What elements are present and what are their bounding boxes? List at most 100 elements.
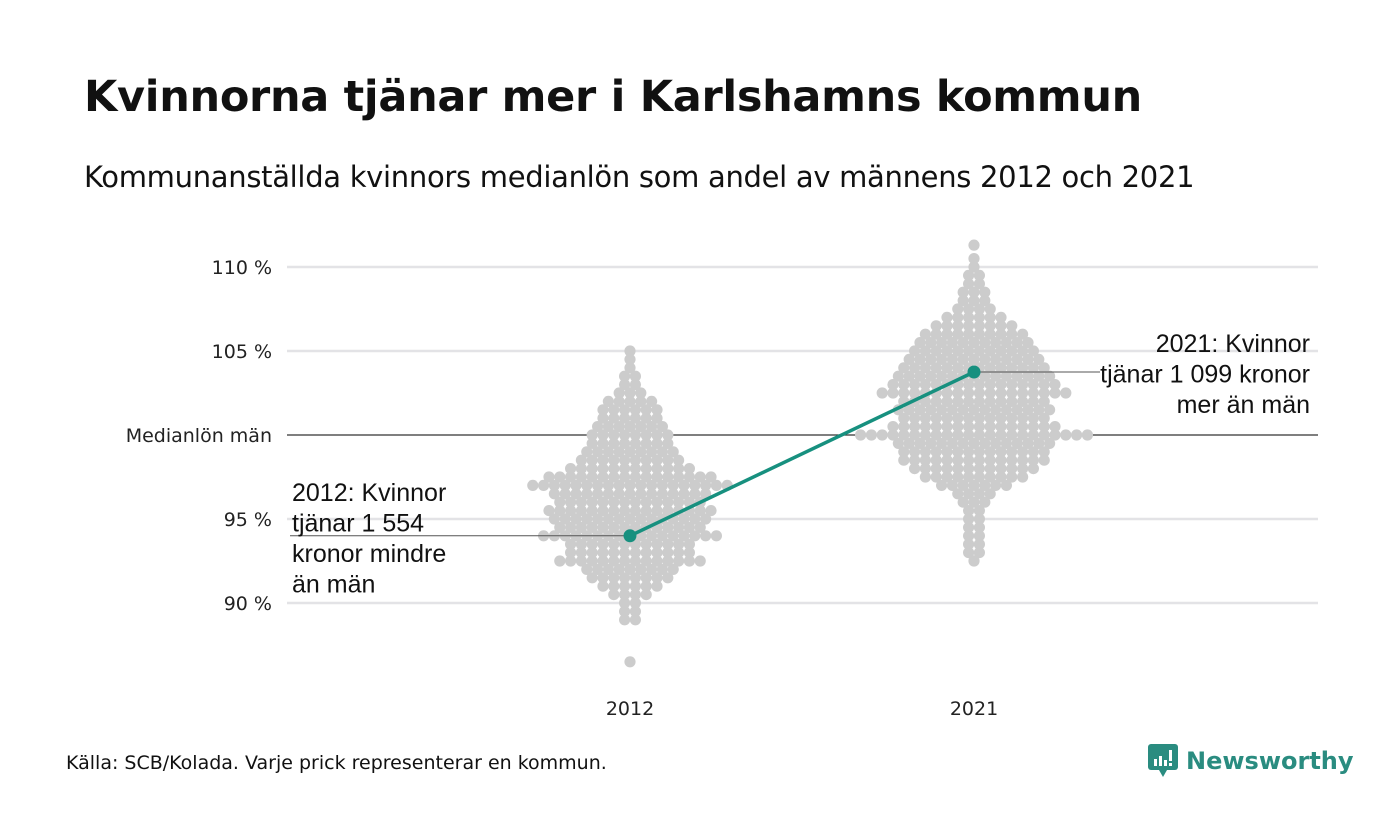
municipality-dot xyxy=(946,479,959,491)
municipality-dot xyxy=(629,614,642,626)
municipality-dot xyxy=(646,530,658,542)
municipality-dot xyxy=(656,421,669,433)
municipality-dot xyxy=(1049,429,1061,441)
municipality-dot xyxy=(597,412,609,424)
municipality-dot xyxy=(1027,454,1039,466)
municipality-dot xyxy=(984,429,996,441)
annotation-2021-line: tjänar 1 099 kronor xyxy=(1100,361,1310,389)
municipality-dot xyxy=(1006,412,1018,424)
municipality-dot xyxy=(597,437,609,449)
municipality-dot xyxy=(629,404,642,416)
municipality-dot xyxy=(608,505,620,517)
municipality-dot xyxy=(651,463,663,475)
municipality-dot xyxy=(1038,395,1050,407)
municipality-dot xyxy=(613,387,625,399)
municipality-dot xyxy=(581,513,593,525)
municipality-dot xyxy=(629,437,642,449)
municipality-dot xyxy=(984,345,996,357)
municipality-dot xyxy=(640,454,652,466)
municipality-dot xyxy=(683,555,696,567)
dot-group-2012 xyxy=(527,345,733,668)
municipality-dot xyxy=(952,395,964,407)
municipality-dot xyxy=(656,479,669,491)
municipality-dot xyxy=(995,379,1007,391)
municipality-dot xyxy=(963,521,975,534)
municipality-dot xyxy=(952,412,964,424)
municipality-dot xyxy=(957,479,969,491)
municipality-dot xyxy=(1017,454,1029,466)
municipality-dot xyxy=(592,563,604,576)
municipality-dot xyxy=(1006,320,1018,332)
municipality-dot xyxy=(613,395,625,407)
municipality-dot xyxy=(1006,328,1018,340)
municipality-dot xyxy=(1017,471,1029,483)
municipality-dot xyxy=(710,479,723,491)
municipality-dot xyxy=(565,521,577,534)
annotation-2021-line: mer än män xyxy=(1177,391,1310,419)
municipality-dot xyxy=(667,563,679,576)
municipality-dot xyxy=(1081,429,1093,441)
logo-text: Newsworthy xyxy=(1186,747,1354,775)
municipality-dot xyxy=(667,479,679,491)
municipality-dot xyxy=(973,446,986,458)
municipality-dot xyxy=(984,488,996,500)
municipality-dot xyxy=(1000,404,1013,416)
municipality-dot xyxy=(673,555,685,567)
municipality-dot xyxy=(963,395,975,407)
municipality-dot xyxy=(586,454,598,466)
municipality-dot xyxy=(635,563,647,576)
municipality-dot xyxy=(608,580,620,592)
municipality-dot xyxy=(952,345,964,357)
municipality-dot xyxy=(592,479,604,491)
municipality-dot xyxy=(984,362,996,374)
municipality-dot xyxy=(705,471,717,483)
municipality-dot xyxy=(624,446,636,458)
municipality-dot xyxy=(597,463,609,475)
municipality-dot xyxy=(1038,446,1050,458)
municipality-dot xyxy=(629,471,642,483)
municipality-dot xyxy=(1027,345,1039,357)
municipality-dot xyxy=(646,395,658,407)
municipality-dot xyxy=(613,488,625,500)
municipality-dot xyxy=(941,421,953,433)
municipality-dot xyxy=(952,421,964,433)
newsworthy-chart-bubble-icon xyxy=(1148,744,1178,777)
municipality-dot xyxy=(930,395,942,407)
municipality-dot xyxy=(1033,437,1045,449)
municipality-dot xyxy=(554,471,566,483)
municipality-dot xyxy=(689,513,701,525)
municipality-dot xyxy=(898,387,910,399)
municipality-dot xyxy=(597,496,609,508)
municipality-dot xyxy=(973,379,986,391)
municipality-dot xyxy=(629,370,642,382)
municipality-dot xyxy=(1006,421,1018,433)
municipality-dot xyxy=(619,555,631,567)
municipality-dot xyxy=(705,505,717,517)
municipality-dot xyxy=(930,454,942,466)
municipality-dot xyxy=(936,353,948,365)
municipality-dot xyxy=(1022,437,1034,449)
municipality-dot xyxy=(963,320,975,332)
municipality-dot xyxy=(973,421,986,433)
municipality-dot xyxy=(903,437,915,449)
municipality-dot xyxy=(608,471,620,483)
municipality-dot xyxy=(957,295,969,307)
municipality-dot xyxy=(586,505,598,517)
municipality-dot xyxy=(575,555,588,567)
municipality-dot xyxy=(646,421,658,433)
municipality-dot xyxy=(876,429,888,441)
municipality-dot xyxy=(608,454,620,466)
municipality-dot xyxy=(984,471,996,483)
municipality-dot xyxy=(1006,446,1018,458)
municipality-dot xyxy=(979,437,991,449)
municipality-dot xyxy=(629,572,642,584)
municipality-dot xyxy=(1000,437,1013,449)
municipality-dot xyxy=(662,463,674,475)
municipality-dot xyxy=(930,345,942,357)
municipality-dot xyxy=(678,530,690,542)
municipality-dot xyxy=(608,437,620,449)
municipality-dot xyxy=(640,404,652,416)
municipality-dot xyxy=(673,463,685,475)
municipality-dot xyxy=(930,412,942,424)
municipality-dot xyxy=(608,589,620,601)
